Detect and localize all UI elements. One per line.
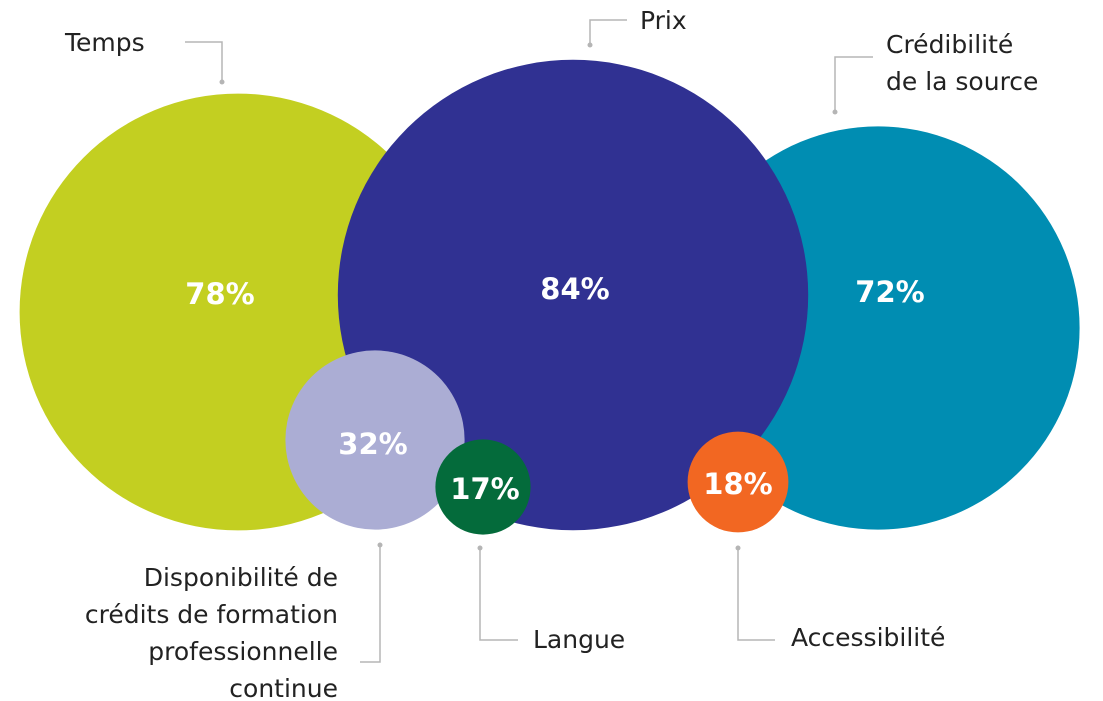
leader-line	[589, 19, 627, 45]
category-label: Temps	[65, 28, 145, 57]
bubble	[687, 431, 789, 533]
leader-dot	[377, 542, 383, 548]
leader-dot	[832, 109, 838, 115]
leader-line	[737, 548, 775, 641]
value-label: 32%	[338, 427, 407, 461]
category-label: Prix	[640, 6, 687, 35]
leader-line	[834, 56, 873, 112]
category-label: Disponibilité de crédits de formation pr…	[84, 563, 338, 701]
value-label: 17%	[450, 472, 519, 506]
bubble	[285, 350, 465, 530]
value-label: 72%	[855, 275, 924, 309]
value-label: 78%	[185, 277, 254, 311]
leader-lines	[185, 19, 873, 663]
value-label: 84%	[540, 272, 609, 306]
category-label: Langue	[533, 625, 626, 654]
bubble	[435, 439, 531, 535]
leader-dot	[477, 545, 483, 551]
category-label: Crédibilité de la source	[886, 30, 1039, 96]
value-label: 18%	[703, 467, 772, 501]
leader-dot	[587, 42, 593, 48]
leader-line	[185, 41, 223, 82]
leader-line	[360, 545, 381, 663]
leader-dot	[735, 545, 741, 551]
leader-dot	[219, 79, 225, 85]
leader-line	[479, 548, 518, 641]
category-label: Accessibilité	[791, 623, 946, 652]
